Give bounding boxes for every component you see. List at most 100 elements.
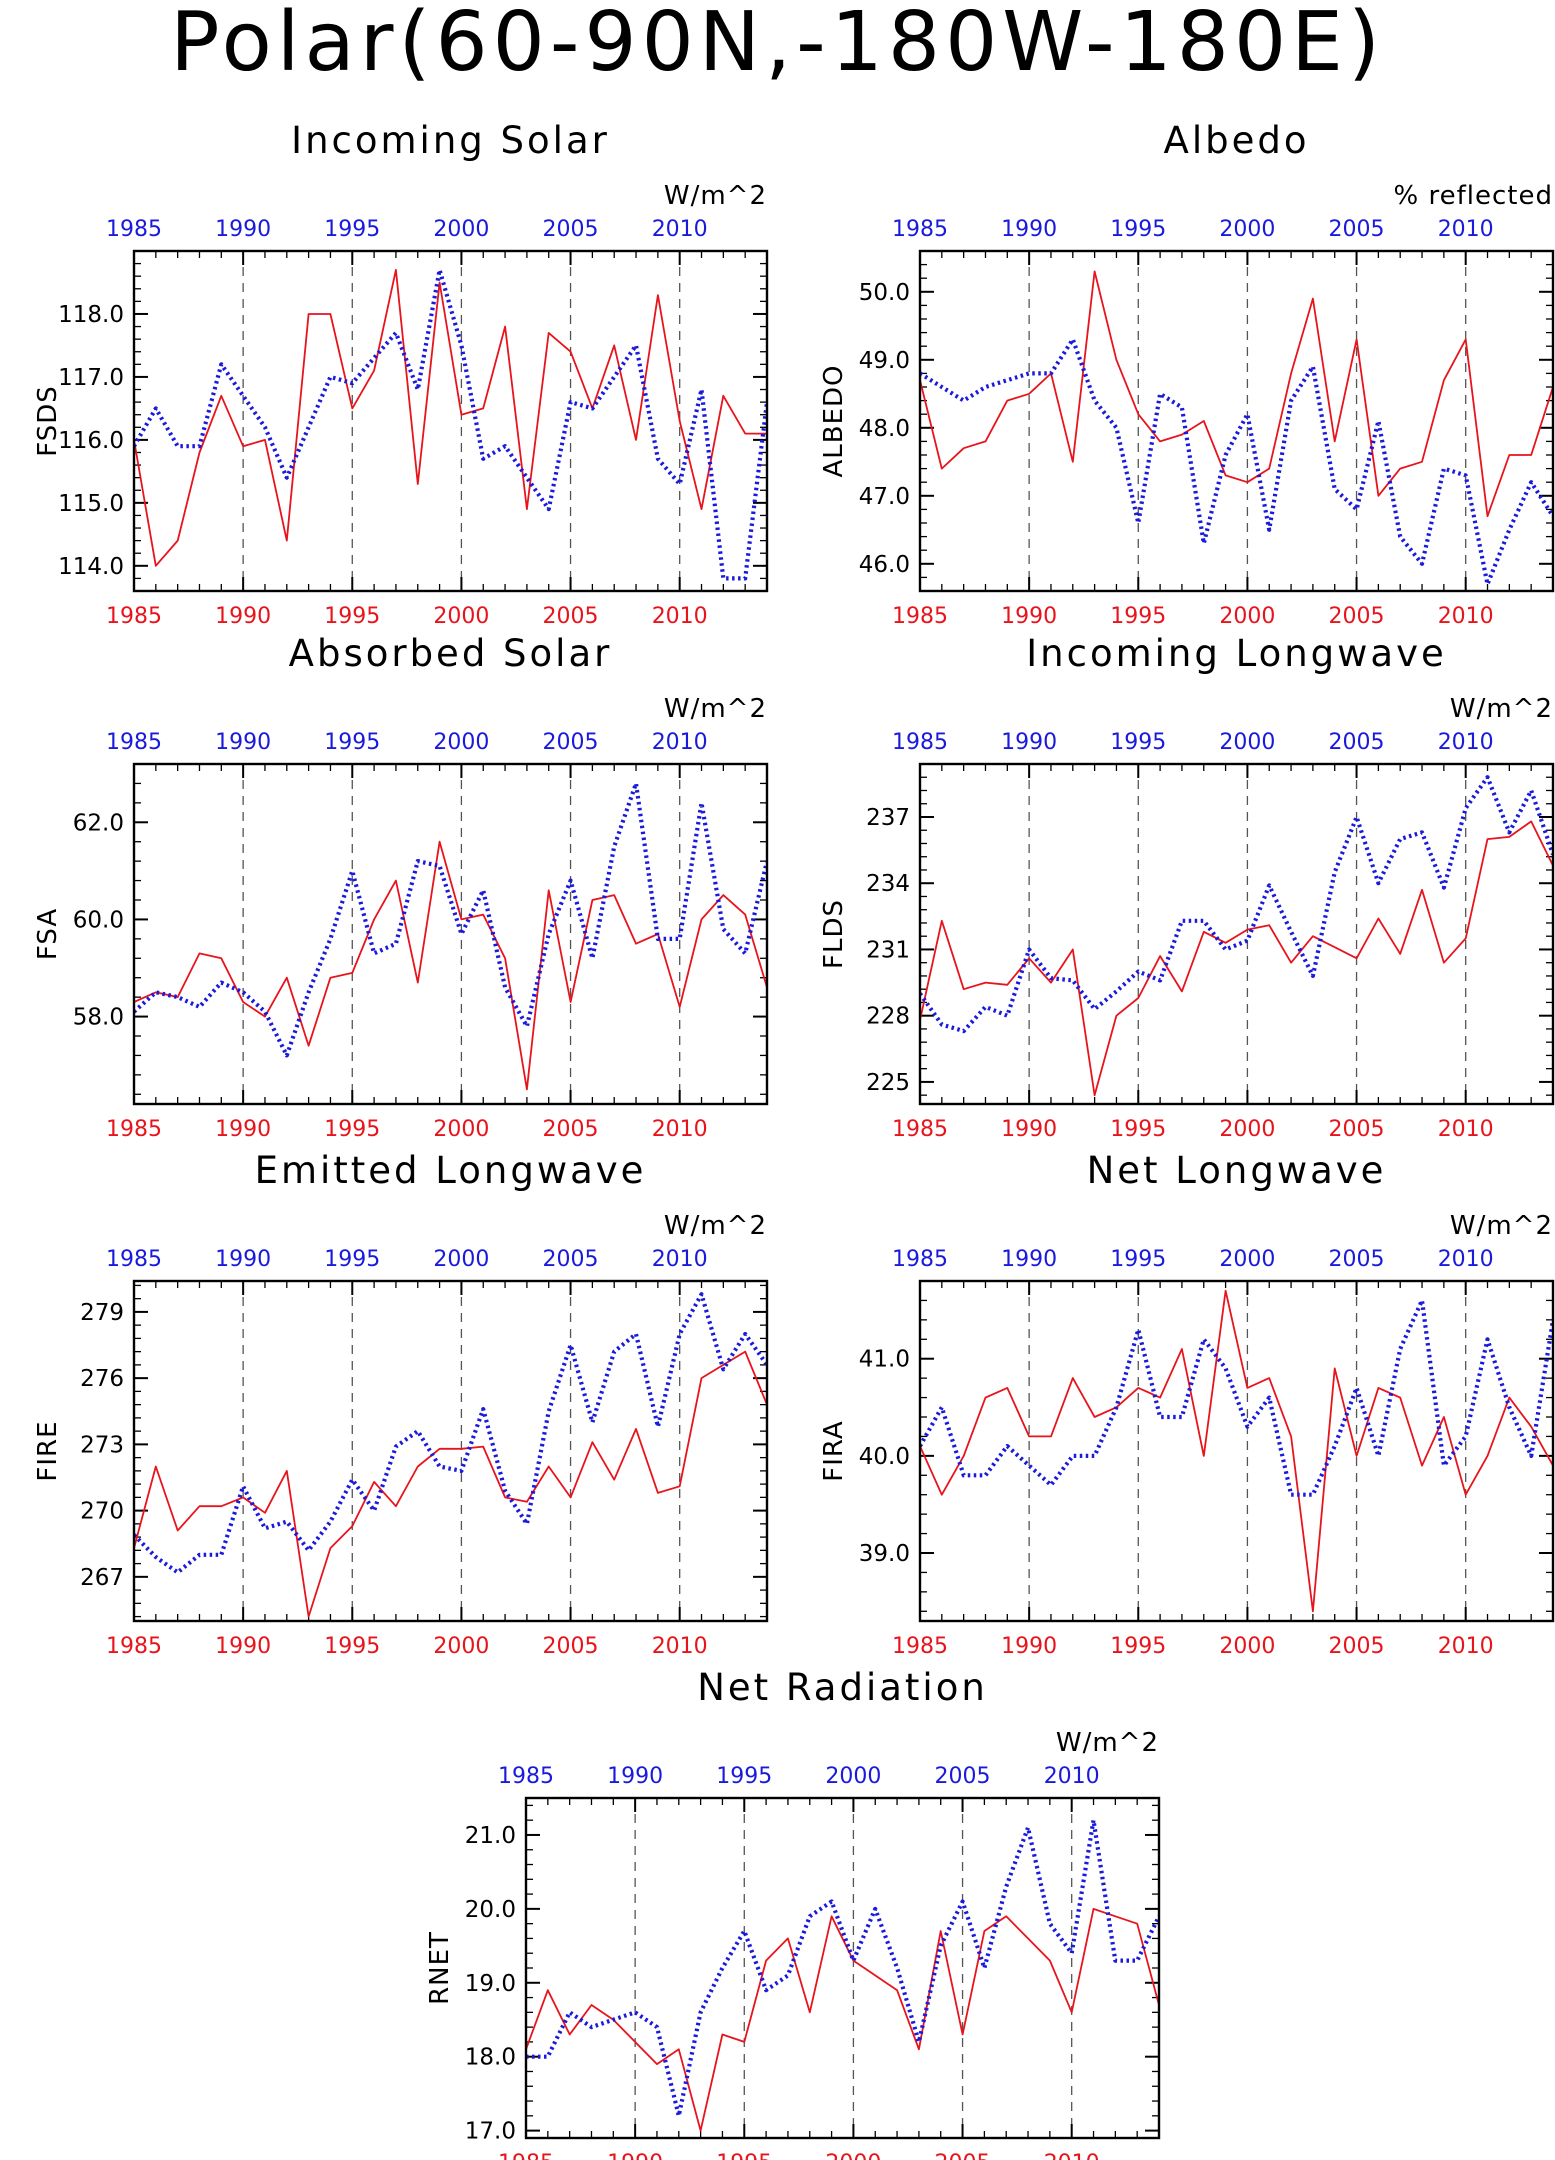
x-tick-label-bottom: 1990 — [1001, 1117, 1057, 1142]
x-tick-label-top: 1990 — [215, 730, 271, 755]
x-tick-label-top: 1985 — [106, 1247, 162, 1272]
x-tick-label-top: 1995 — [716, 1764, 772, 1789]
y-tick-label: 267 — [80, 1565, 124, 1591]
x-tick-label-bottom: 2000 — [1219, 1634, 1275, 1659]
panel-albedo: Albedo % reflected ALBEDO 46.0 47.0 48.0 49.0 5… — [819, 119, 1555, 629]
y-tick-label: 60.0 — [73, 907, 124, 933]
x-tick-label-top: 2000 — [1219, 1247, 1275, 1272]
y-tick-label: 19.0 — [465, 1971, 516, 1997]
y-tick-label: 116.0 — [58, 428, 124, 454]
x-tick-label-bottom: 1990 — [1001, 604, 1057, 629]
panel-rnet: Net Radiation W/m^2 RNET 17.0 18.0 19.0 20.0 21… — [425, 1666, 1161, 2160]
panel-title: Emitted Longwave — [255, 1149, 647, 1192]
y-tick-label: 47.0 — [859, 484, 910, 510]
x-tick-label-bottom: 2005 — [1329, 1117, 1385, 1142]
series-line-blue — [134, 267, 767, 581]
series-line-blue — [134, 781, 767, 1058]
y-axis-label: FSA — [33, 908, 63, 960]
x-tick-label-bottom: 2000 — [1219, 1117, 1275, 1142]
y-tick-label: 276 — [80, 1366, 124, 1392]
units-label: W/m^2 — [664, 694, 767, 724]
series-line-red — [920, 270, 1553, 518]
x-tick-label-bottom: 2000 — [825, 2151, 881, 2160]
series-line-red — [134, 1350, 767, 1618]
x-tick-label-bottom: 1995 — [324, 1634, 380, 1659]
y-axis-label: ALBEDO — [819, 364, 849, 477]
x-tick-label-bottom: 2005 — [543, 604, 599, 629]
x-tick-label-top: 1985 — [106, 217, 162, 242]
units-label: % reflected — [1394, 181, 1553, 211]
x-tick-label-bottom: 2000 — [1219, 604, 1275, 629]
series-line-blue — [920, 775, 1553, 1034]
x-tick-label-bottom: 2010 — [1438, 1117, 1494, 1142]
panel-fsa: Absorbed Solar W/m^2 FSA 58.0 60.0 62.0 1985 19… — [33, 632, 769, 1142]
y-tick-label: 21.0 — [465, 1823, 516, 1849]
y-axis-label: FIRA — [819, 1420, 849, 1481]
x-tick-label-top: 2000 — [1219, 217, 1275, 242]
units-label: W/m^2 — [664, 181, 767, 211]
x-tick-label-top: 2010 — [652, 1247, 708, 1272]
y-tick-label: 118.0 — [58, 302, 124, 328]
x-tick-label-top: 2010 — [1044, 1764, 1100, 1789]
x-tick-label-bottom: 2010 — [652, 1117, 708, 1142]
x-tick-label-top: 2000 — [433, 730, 489, 755]
plot-frame — [132, 1279, 769, 1623]
series-line-red — [134, 840, 767, 1091]
x-tick-label-top: 1990 — [1001, 1247, 1057, 1272]
x-tick-label-top: 1995 — [324, 1247, 380, 1272]
panel-title: Net Longwave — [1087, 1149, 1387, 1192]
x-tick-label-bottom: 2005 — [935, 2151, 991, 2160]
x-tick-label-top: 1990 — [215, 217, 271, 242]
y-tick-label: 62.0 — [73, 810, 124, 836]
x-tick-label-top: 2005 — [543, 730, 599, 755]
x-tick-label-top: 2005 — [935, 1764, 991, 1789]
x-tick-label-top: 1995 — [1110, 730, 1166, 755]
y-axis-label: FSDS — [33, 385, 63, 457]
y-tick-label: 46.0 — [859, 552, 910, 578]
x-tick-label-bottom: 2010 — [1438, 1634, 1494, 1659]
y-tick-label: 279 — [80, 1300, 124, 1326]
x-tick-label-top: 1990 — [1001, 730, 1057, 755]
series-line-blue — [526, 1818, 1159, 2118]
x-tick-label-top: 1995 — [1110, 217, 1166, 242]
series-line-blue — [920, 337, 1553, 587]
units-label: W/m^2 — [664, 1211, 767, 1241]
x-tick-label-bottom: 1985 — [892, 1117, 948, 1142]
panel-title: Albedo — [1164, 119, 1310, 162]
x-tick-label-bottom: 1985 — [106, 604, 162, 629]
x-tick-label-top: 2005 — [543, 1247, 599, 1272]
x-tick-label-bottom: 1995 — [324, 604, 380, 629]
y-tick-label: 273 — [80, 1432, 124, 1458]
y-tick-label: 18.0 — [465, 2045, 516, 2071]
x-tick-label-top: 1995 — [324, 730, 380, 755]
panel-title: Absorbed Solar — [289, 632, 613, 675]
x-tick-label-bottom: 1990 — [1001, 1634, 1057, 1659]
x-tick-label-bottom: 2010 — [1438, 604, 1494, 629]
plot-frame — [132, 249, 769, 593]
plot-frame — [918, 1279, 1555, 1623]
y-axis-label: FIRE — [33, 1420, 63, 1481]
plot-frame — [524, 1796, 1161, 2140]
x-tick-label-bottom: 1985 — [106, 1117, 162, 1142]
x-tick-label-bottom: 1990 — [215, 1117, 271, 1142]
panel-fsds: Incoming Solar W/m^2 FSDS 114.0 115.0 116.0 11… — [33, 119, 769, 629]
x-tick-label-bottom: 1990 — [215, 604, 271, 629]
y-tick-label: 117.0 — [58, 365, 124, 391]
x-tick-label-top: 1990 — [607, 1764, 663, 1789]
page-title: Polar(60-90N,-180W-180E) — [170, 0, 1385, 90]
x-tick-label-top: 2010 — [1438, 730, 1494, 755]
x-tick-label-top: 2010 — [652, 217, 708, 242]
x-tick-label-top: 1985 — [892, 1247, 948, 1272]
x-tick-label-bottom: 1990 — [215, 1634, 271, 1659]
x-tick-label-bottom: 1990 — [607, 2151, 663, 2160]
x-tick-label-top: 1995 — [1110, 1247, 1166, 1272]
series-line-red — [920, 1289, 1553, 1613]
y-tick-label: 20.0 — [465, 1897, 516, 1923]
x-tick-label-top: 2000 — [825, 1764, 881, 1789]
y-tick-label: 115.0 — [58, 491, 124, 517]
x-tick-label-bottom: 2000 — [433, 604, 489, 629]
x-tick-label-top: 2005 — [1329, 217, 1385, 242]
x-tick-label-top: 2010 — [1438, 1247, 1494, 1272]
x-tick-label-top: 1985 — [892, 217, 948, 242]
